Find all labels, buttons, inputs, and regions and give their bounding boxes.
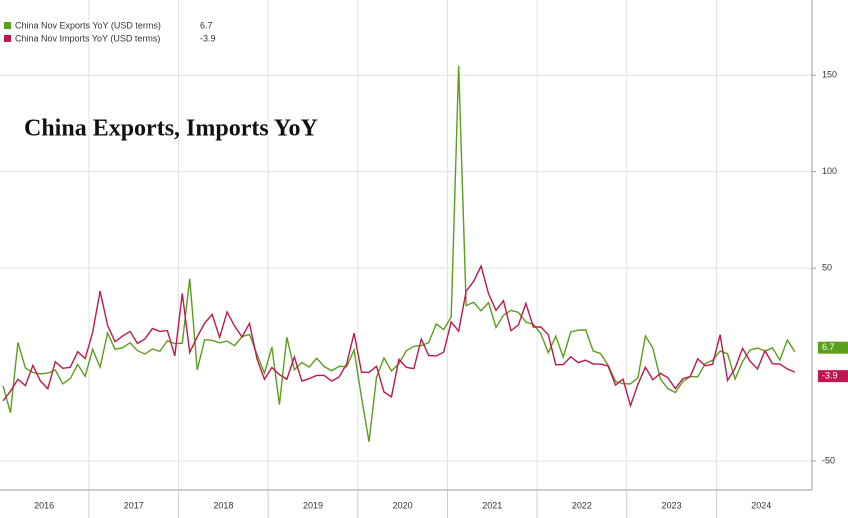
y-tick-label: 50 xyxy=(822,263,832,273)
value-badge-label: -3.9 xyxy=(822,371,838,381)
y-tick-label: 150 xyxy=(822,70,837,80)
series-line xyxy=(2,65,796,442)
x-tick-label: 2018 xyxy=(213,500,233,510)
x-tick-label: 2024 xyxy=(751,500,771,510)
series-line xyxy=(2,264,796,409)
legend-value: 6.7 xyxy=(200,20,213,30)
legend-swatch xyxy=(4,35,11,42)
x-tick-label: 2020 xyxy=(393,500,413,510)
x-tick-label: 2023 xyxy=(662,500,682,510)
value-badge xyxy=(818,341,848,354)
x-tick-label: 2016 xyxy=(34,500,54,510)
grid xyxy=(0,0,812,490)
value-badge xyxy=(818,370,848,383)
legend-swatch xyxy=(4,22,11,29)
x-tick-label: 2022 xyxy=(572,500,592,510)
value-badge-label: 6.7 xyxy=(822,342,835,352)
chart-title: China Exports, Imports YoY xyxy=(24,116,318,142)
legend-label: China Nov Exports YoY (USD terms) xyxy=(15,20,161,30)
legend-value: -3.9 xyxy=(200,33,216,43)
lines xyxy=(2,65,796,442)
x-tick-label: 2017 xyxy=(124,500,144,510)
x-tick-label: 2021 xyxy=(482,500,502,510)
y-tick-label: 100 xyxy=(822,166,837,176)
y-tick-label: -50 xyxy=(822,455,835,465)
x-tick-label: 2019 xyxy=(303,500,323,510)
legend-label: China Nov Imports YoY (USD terms) xyxy=(15,33,160,43)
